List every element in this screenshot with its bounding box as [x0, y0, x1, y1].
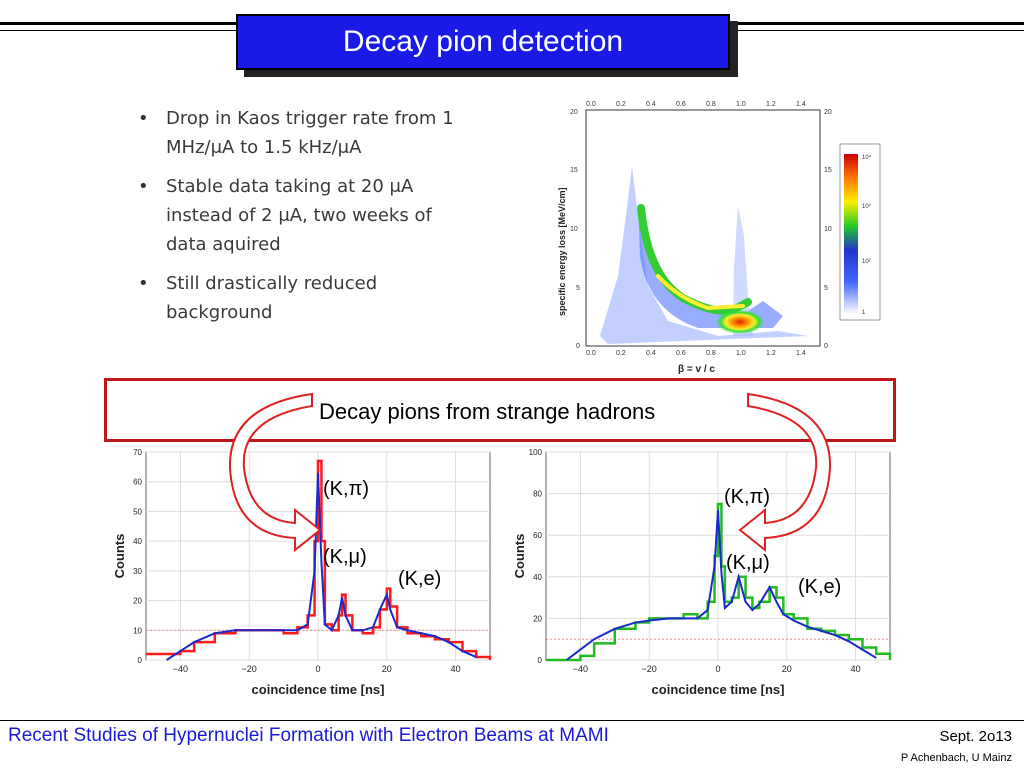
peak-label-kpi-1: (K,π): [323, 478, 370, 500]
peak-label-ke-1: (K,e): [398, 568, 442, 590]
heatmap-hotspot: [716, 310, 764, 334]
svg-text:10: 10: [570, 226, 578, 233]
colorbar-ticks: 1 10² 10³ 10⁴: [862, 154, 872, 316]
svg-text:0.4: 0.4: [646, 350, 656, 357]
svg-text:0.4: 0.4: [646, 101, 656, 108]
x-tick-label: −20: [242, 664, 257, 674]
x-tick-label: 20: [382, 664, 392, 674]
svg-text:0: 0: [576, 343, 580, 350]
svg-text:0.6: 0.6: [676, 101, 686, 108]
y-tick-label: 20: [133, 597, 142, 606]
bullet-item: Drop in Kaos trigger rate from 1 MHz/μA …: [138, 104, 478, 162]
svg-text:1.2: 1.2: [766, 350, 776, 357]
svg-text:1.0: 1.0: [736, 101, 746, 108]
title-box: Decay pion detection: [236, 14, 730, 70]
x-tick-label: −40: [173, 664, 188, 674]
left-arrow-outline: [228, 392, 322, 553]
y-tick-label: 40: [533, 573, 542, 582]
svg-text:10²: 10²: [862, 259, 871, 265]
svg-text:0.0: 0.0: [586, 101, 596, 108]
energy-loss-heatmap: 0.0 0.2 0.4 0.6 0.8 1.0 1.2 1.4 0.0 0.2 0.4 0.6 0…: [557, 101, 881, 375]
bullet-list: Drop in Kaos trigger rate from 1 MHz/μA …: [138, 104, 478, 337]
y-tick-label: 30: [133, 567, 142, 576]
y-tick-label: 100: [529, 448, 543, 457]
svg-text:1.4: 1.4: [796, 101, 806, 108]
callout-text: Decay pions from strange hadrons: [319, 399, 656, 424]
svg-text:10: 10: [824, 226, 832, 233]
svg-text:0.8: 0.8: [706, 101, 716, 108]
y-tick-label: 40: [133, 537, 142, 546]
footer-rule: [0, 720, 1024, 721]
callout-box: Decay pions from strange hadrons: [104, 378, 896, 442]
y-tick-label: 60: [133, 478, 142, 487]
x-tick-label: 40: [451, 664, 461, 674]
y-tick-label: 70: [133, 448, 142, 457]
svg-text:20: 20: [824, 109, 832, 116]
svg-text:0.2: 0.2: [616, 350, 626, 357]
x-tick-label: 0: [315, 664, 320, 674]
heatmap-xlabel: β = v / c: [678, 364, 715, 375]
footer-title: Recent Studies of Hypernuclei Formation …: [8, 725, 609, 746]
y-tick-label: 10: [133, 626, 142, 635]
coincidence-histogram-green: −40 −20 0 20 40 0 20 40 60 80 100 coincidence time …: [512, 448, 892, 696]
svg-text:20: 20: [570, 109, 578, 116]
x-tick-label: −20: [642, 664, 657, 674]
y-tick-label: 80: [533, 490, 542, 499]
fit-curve: [566, 510, 877, 661]
bullet-item: Still drastically reduced background: [138, 269, 478, 327]
x-tick-label: 20: [782, 664, 792, 674]
svg-text:5: 5: [576, 285, 580, 292]
svg-text:1.2: 1.2: [766, 101, 776, 108]
footer-date: Sept. 2o13: [939, 728, 1012, 745]
fit-curve: [166, 472, 477, 661]
bullet-item: Stable data taking at 20 μA instead of 2…: [138, 172, 478, 259]
svg-text:10³: 10³: [862, 204, 871, 210]
y-axis-label: Counts: [512, 534, 527, 579]
svg-text:1: 1: [862, 310, 866, 316]
y-axis-label: Counts: [112, 534, 127, 579]
svg-text:0.0: 0.0: [586, 350, 596, 357]
y-tick-label: 0: [138, 656, 143, 665]
heatmap-ridge-core: [656, 274, 745, 311]
svg-text:0.8: 0.8: [706, 350, 716, 357]
heatmap-ylabel: specific energy loss [MeV/cm]: [557, 187, 567, 316]
y-tick-label: 60: [533, 531, 542, 540]
right-arrow-outline: [738, 392, 832, 553]
x-axis-label: coincidence time [ns]: [252, 682, 385, 696]
x-tick-label: −40: [573, 664, 588, 674]
x-tick-label: 0: [715, 664, 720, 674]
peak-label-kpi-2: (K,π): [724, 486, 771, 508]
x-axis-label: coincidence time [ns]: [652, 682, 785, 696]
svg-text:1.4: 1.4: [796, 350, 806, 357]
svg-text:10⁴: 10⁴: [862, 154, 872, 161]
svg-text:5: 5: [824, 285, 828, 292]
footer-author: P Achenbach, U Mainz: [900, 752, 1012, 764]
slide-title: Decay pion detection: [342, 25, 624, 58]
colorbar: [844, 154, 858, 314]
peak-label-ke-2: (K,e): [798, 576, 842, 598]
histogram-series: [546, 502, 892, 662]
svg-text:1.0: 1.0: [736, 350, 746, 357]
peak-label-kmu-2: (K,μ): [726, 552, 770, 574]
heatmap-ticks: 0.0 0.2 0.4 0.6 0.8 1.0 1.2 1.4 0.0 0.2 0.4 0.6 0…: [570, 101, 832, 357]
svg-text:0: 0: [824, 343, 828, 350]
svg-text:0.6: 0.6: [676, 350, 686, 357]
coincidence-histogram-red: −40 −20 0 20 40 0 10 20 30 40 50 60 70 coincidence ti…: [112, 448, 492, 696]
svg-text:15: 15: [824, 167, 832, 174]
y-tick-label: 20: [533, 614, 542, 623]
y-tick-label: 0: [538, 656, 543, 665]
curved-arrows: [228, 392, 832, 553]
heatmap-band-low: [600, 166, 808, 344]
svg-text:15: 15: [570, 167, 578, 174]
x-tick-label: 40: [851, 664, 861, 674]
y-tick-label: 50: [133, 507, 142, 516]
peak-label-kmu-1: (K,μ): [323, 546, 367, 568]
svg-text:0.2: 0.2: [616, 101, 626, 108]
